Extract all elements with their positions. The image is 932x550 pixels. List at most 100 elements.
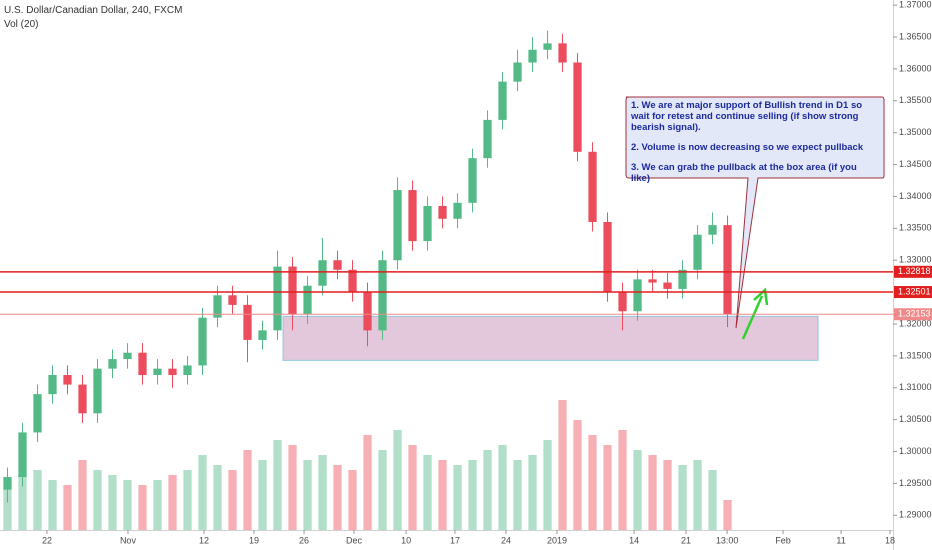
candle-body	[483, 119, 492, 159]
volume-bar	[543, 440, 552, 530]
volume-bar	[618, 430, 627, 530]
x-tick-label: 12	[199, 535, 209, 545]
candle-body	[513, 62, 522, 82]
candle-body	[708, 225, 717, 235]
candle-body	[408, 190, 417, 242]
volume-bar	[168, 475, 177, 530]
candle-body	[168, 368, 177, 376]
y-tick-label: 1.31500	[899, 350, 932, 360]
volume-bar	[93, 470, 102, 530]
candle-body	[183, 365, 192, 376]
volume-bar	[183, 470, 192, 530]
volume-bar	[243, 450, 252, 530]
volume-bar	[588, 435, 597, 530]
volume-bar	[138, 485, 147, 530]
y-tick-label: 1.33500	[899, 223, 932, 233]
candle-body	[468, 158, 477, 203]
volume-bar	[528, 455, 537, 530]
candle-body	[663, 282, 672, 289]
candle-body	[453, 202, 462, 219]
volume-bar	[378, 450, 387, 530]
candle-body	[288, 266, 297, 315]
x-tick-label: 18	[885, 535, 895, 545]
note: 1. We are at major support of Bullish tr…	[631, 100, 863, 133]
volume-bar	[303, 460, 312, 530]
volume-bar	[3, 490, 12, 530]
y-tick-label: 1.32000	[899, 318, 932, 328]
candle-body	[258, 330, 267, 340]
level-label: 1.32501	[898, 286, 931, 296]
x-tick-label: 24	[501, 535, 511, 545]
volume-bar	[678, 465, 687, 530]
note: 2. Volume is now decreasing so we expect…	[631, 142, 864, 153]
volume-bar	[453, 465, 462, 530]
candle-body	[633, 279, 642, 312]
candle-body	[108, 359, 117, 369]
y-tick-label: 1.30000	[899, 446, 932, 456]
candle-body	[573, 62, 582, 152]
candle-body	[693, 234, 702, 270]
candle-body	[63, 375, 72, 385]
x-tick-label: Dec	[346, 535, 363, 545]
candle-body	[33, 394, 42, 433]
candle-body	[363, 292, 372, 331]
volume-bar	[273, 440, 282, 530]
candle-body	[93, 368, 102, 414]
volume-bar	[63, 485, 72, 530]
callout-text: 1. We are at major support of Bullish tr…	[627, 97, 881, 196]
candle-body	[198, 317, 207, 366]
volume-bar	[603, 445, 612, 530]
volume-bar	[123, 480, 132, 530]
y-tick-label: 1.36500	[899, 31, 932, 41]
volume-bar	[18, 475, 27, 530]
level-label-bg	[894, 265, 932, 278]
candle-body	[318, 260, 327, 286]
volume-bar	[513, 460, 522, 530]
volume-bar	[483, 450, 492, 530]
x-tick-label: 11	[836, 535, 845, 545]
volume-bar	[153, 480, 162, 530]
y-tick-label: 1.36000	[899, 63, 932, 73]
volume-bar	[213, 465, 222, 530]
volume-bar	[708, 470, 717, 530]
volume-bar	[468, 460, 477, 530]
candle-body	[273, 266, 282, 331]
y-tick-label: 1.37000	[899, 0, 932, 9]
plot-area	[0, 0, 893, 530]
level-label: 1.32818	[898, 266, 931, 276]
volume-bar	[363, 435, 372, 530]
candle-body	[558, 43, 567, 63]
volume-bar	[288, 445, 297, 530]
level-label-bg	[894, 286, 932, 299]
volume-bar	[648, 455, 657, 530]
candle-body	[543, 43, 552, 50]
candle-body	[153, 368, 162, 376]
volume-bar	[48, 480, 57, 530]
chart-subtitle: Vol (20)	[4, 19, 39, 30]
volume-bar	[333, 465, 342, 530]
y-tick-label: 1.29500	[899, 478, 932, 488]
volume-bar	[693, 460, 702, 530]
candle-body	[123, 352, 132, 360]
chart-title: U.S. Dollar/Canadian Dollar, 240, FXCM	[4, 5, 183, 16]
y-tick-label: 1.31000	[899, 382, 932, 392]
candle-body	[648, 279, 657, 283]
arrow-head	[753, 287, 769, 306]
x-tick-label: 13:00	[716, 535, 739, 545]
volume-bar	[723, 500, 732, 530]
x-tick-label: 2019	[547, 535, 567, 545]
volume-bar	[633, 450, 642, 530]
y-tick-label: 1.34500	[899, 159, 932, 169]
candle-body	[333, 260, 342, 270]
level-label: 1.32153	[898, 309, 931, 319]
y-tick-label: 1.34000	[899, 191, 932, 201]
candle-body	[3, 477, 12, 490]
candle-body	[498, 81, 507, 120]
volume-bar	[258, 460, 267, 530]
arrow-shaft	[741, 295, 764, 340]
volume-bar	[33, 470, 42, 530]
candle-body	[678, 269, 687, 289]
volume-bar	[663, 460, 672, 530]
volume-bar	[318, 455, 327, 530]
candle-body	[723, 225, 732, 315]
